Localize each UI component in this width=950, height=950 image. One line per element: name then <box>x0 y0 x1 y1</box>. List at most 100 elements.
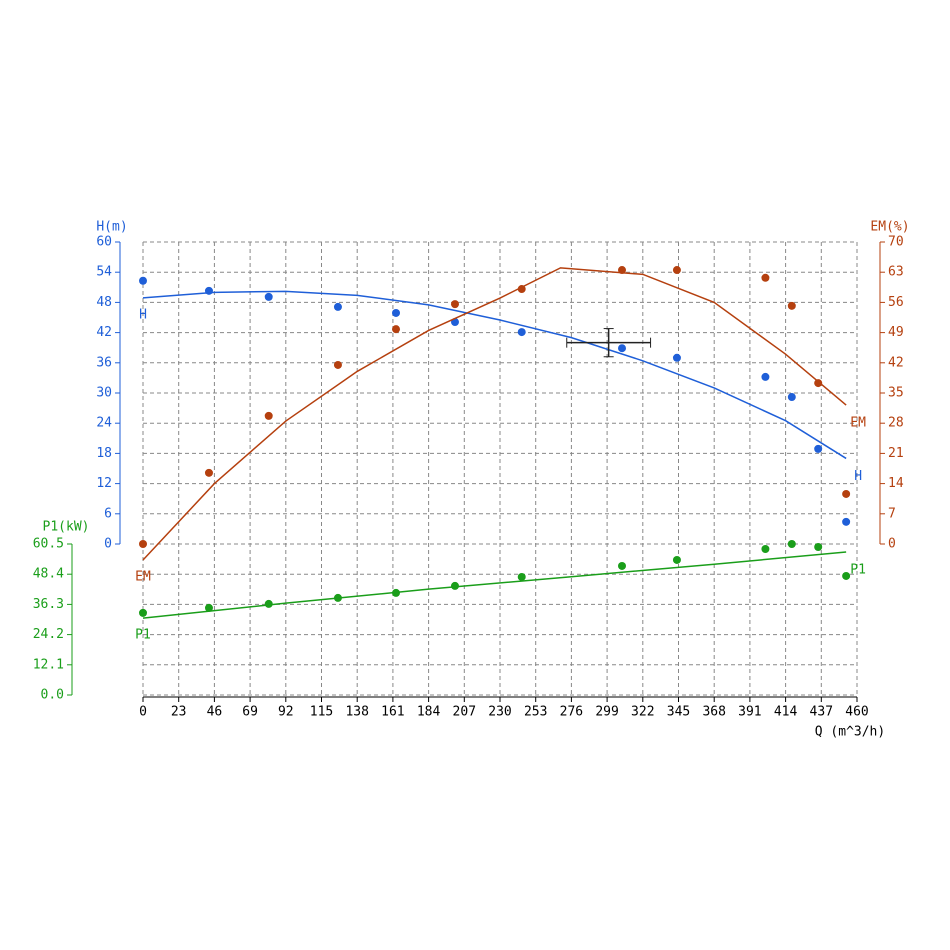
y3-tick-label: 0.0 <box>41 688 64 703</box>
y-tick-label: 42 <box>96 325 112 340</box>
y-tick-label: 12 <box>96 476 112 491</box>
y2-tick-label: 0 <box>888 537 896 552</box>
curve-label: H <box>139 307 147 322</box>
data-point <box>139 540 147 548</box>
fit-curve <box>142 290 847 460</box>
data-point <box>333 360 342 369</box>
y2-tick-label: 56 <box>888 295 904 310</box>
data-point <box>842 517 851 526</box>
data-point <box>204 468 213 477</box>
data-point <box>842 489 851 498</box>
x-tick-label: 345 <box>667 705 690 720</box>
y3-tick-label: 36.3 <box>33 597 64 612</box>
curve-label: EM <box>850 416 866 431</box>
y-tick-label: 24 <box>96 416 112 431</box>
x-tick-label: 414 <box>774 705 798 720</box>
y3-axis-title: P1(kW) <box>43 520 90 535</box>
y3-tick-label: 24.2 <box>33 627 64 642</box>
fit-curve <box>142 267 847 561</box>
y2-tick-label: 49 <box>888 325 904 340</box>
data-point <box>450 581 459 590</box>
data-point <box>264 292 273 301</box>
data-point <box>392 308 401 317</box>
y2-tick-label: 21 <box>888 446 904 461</box>
y3-tick-label: 60.5 <box>33 537 64 552</box>
x-tick-label: 0 <box>139 705 147 720</box>
y2-tick-label: 70 <box>888 235 904 250</box>
y-tick-label: 48 <box>96 295 112 310</box>
y2-tick-label: 35 <box>888 386 904 401</box>
data-point <box>814 542 823 551</box>
y-axis-title: H(m) <box>96 220 127 235</box>
x-tick-label: 368 <box>702 705 725 720</box>
x-tick-label: 184 <box>417 705 441 720</box>
x-tick-label: 391 <box>738 705 761 720</box>
y3-tick-label: 12.1 <box>33 657 64 672</box>
x-tick-label: 161 <box>381 705 404 720</box>
data-point <box>787 301 796 310</box>
y2-tick-label: 28 <box>888 416 904 431</box>
y2-tick-label: 42 <box>888 355 904 370</box>
y-tick-label: 36 <box>96 355 112 370</box>
curve-label: P1 <box>850 562 866 577</box>
data-point <box>814 444 823 453</box>
data-point <box>761 372 770 381</box>
x-tick-label: 460 <box>845 705 868 720</box>
y-tick-label: 0 <box>104 537 112 552</box>
data-point <box>761 273 770 282</box>
data-point <box>787 393 796 402</box>
x-tick-label: 23 <box>171 705 187 720</box>
data-point <box>392 588 401 597</box>
data-point <box>204 286 213 295</box>
data-point <box>517 328 526 337</box>
data-point <box>618 344 627 353</box>
x-tick-label: 322 <box>631 705 654 720</box>
x-tick-label: 253 <box>524 705 547 720</box>
data-point <box>618 561 627 570</box>
data-point <box>264 411 273 420</box>
y-tick-label: 6 <box>104 506 112 521</box>
x-tick-label: 69 <box>242 705 258 720</box>
data-point <box>392 325 401 334</box>
x-tick-label: 115 <box>310 705 333 720</box>
data-point <box>814 379 823 388</box>
x-tick-label: 92 <box>278 705 294 720</box>
curve-label: P1 <box>135 628 151 643</box>
y-tick-label: 30 <box>96 386 112 401</box>
curve-label: H <box>854 469 862 484</box>
x-tick-label: 46 <box>207 705 223 720</box>
y3-tick-label: 48.4 <box>33 567 64 582</box>
data-point <box>204 603 213 612</box>
fit-curve <box>142 551 847 619</box>
data-point <box>761 544 770 553</box>
y2-tick-label: 7 <box>888 506 896 521</box>
data-point <box>450 300 459 309</box>
data-point <box>139 608 147 617</box>
data-point <box>672 353 681 362</box>
x-axis-title: Q (m^3/h) <box>815 725 885 740</box>
x-tick-label: 299 <box>595 705 618 720</box>
data-point <box>333 302 342 311</box>
data-point <box>787 540 796 548</box>
x-tick-label: 230 <box>488 705 511 720</box>
data-point <box>842 571 851 580</box>
data-point <box>672 266 681 275</box>
data-point <box>333 593 342 602</box>
data-point <box>264 599 273 608</box>
y2-tick-label: 14 <box>888 476 904 491</box>
x-tick-label: 437 <box>810 705 833 720</box>
y2-axis-title: EM(%) <box>870 220 909 235</box>
data-point <box>672 555 681 564</box>
y-tick-label: 60 <box>96 235 112 250</box>
y2-tick-label: 63 <box>888 265 904 280</box>
curve-label: EM <box>135 569 151 584</box>
x-tick-label: 276 <box>560 705 583 720</box>
data-point <box>517 285 526 294</box>
y-tick-label: 18 <box>96 446 112 461</box>
x-tick-label: 207 <box>453 705 476 720</box>
y-tick-label: 54 <box>96 265 112 280</box>
x-tick-label: 138 <box>345 705 368 720</box>
data-point <box>139 276 147 285</box>
data-point <box>517 572 526 581</box>
